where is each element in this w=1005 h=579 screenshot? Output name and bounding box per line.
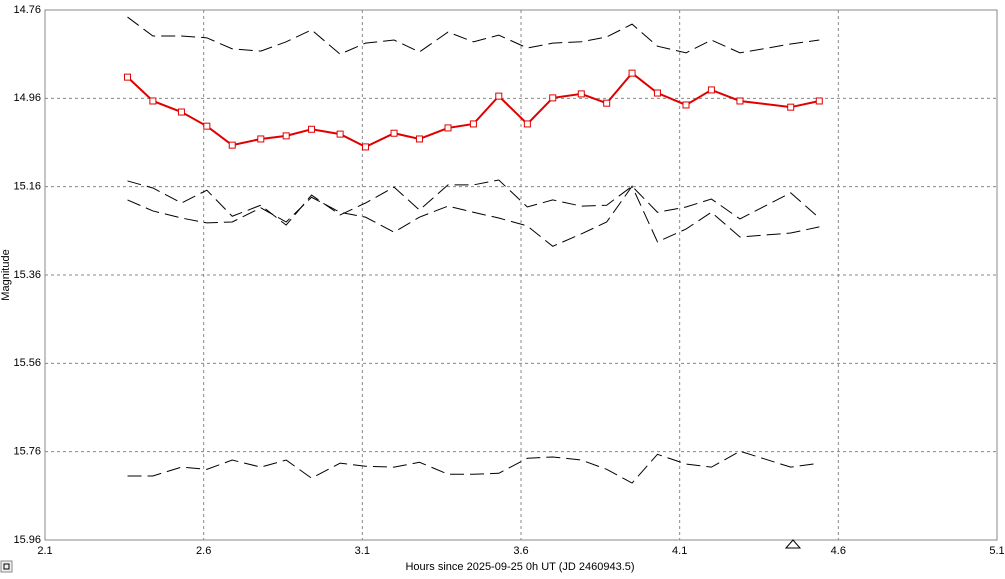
data-point xyxy=(257,135,265,143)
data-point xyxy=(177,108,185,116)
data-point xyxy=(149,97,157,105)
data-point xyxy=(653,89,661,97)
data-point xyxy=(228,141,236,149)
x-axis-label: Hours since 2025-09-25 0h UT (JD 2460943… xyxy=(405,561,634,573)
data-point xyxy=(815,97,823,105)
data-point xyxy=(495,92,503,100)
data-point xyxy=(362,143,370,151)
y-tick-label: 15.96 xyxy=(13,534,41,546)
data-point xyxy=(336,130,344,138)
data-point xyxy=(549,94,557,102)
data-point xyxy=(707,86,715,94)
y-tick-label: 15.56 xyxy=(13,357,41,369)
data-point xyxy=(523,120,531,128)
data-point xyxy=(124,73,132,81)
x-tick-label: 3.6 xyxy=(513,545,528,557)
series-line xyxy=(126,71,820,149)
data-point xyxy=(469,120,477,128)
x-tick-label: 4.6 xyxy=(831,545,846,557)
data-point xyxy=(628,69,636,77)
y-axis-label: Magnitude xyxy=(0,249,12,300)
data-point xyxy=(736,97,744,105)
data-point xyxy=(308,125,316,133)
y-tick-label: 15.36 xyxy=(13,269,41,281)
x-tick-label: 2.1 xyxy=(37,545,52,557)
y-tick-label: 14.76 xyxy=(13,4,41,16)
x-tick-label: 3.1 xyxy=(355,545,370,557)
data-point xyxy=(577,90,585,98)
data-point xyxy=(390,129,398,137)
data-point xyxy=(603,99,611,107)
data-point xyxy=(282,132,290,140)
marker-triangle xyxy=(784,539,802,549)
series-line xyxy=(127,185,820,247)
x-tick-label: 2.6 xyxy=(196,545,211,557)
series-line xyxy=(127,450,820,484)
x-tick-label: 5.1 xyxy=(989,545,1004,557)
corner-button[interactable] xyxy=(0,560,13,573)
y-tick-label: 14.96 xyxy=(13,92,41,104)
data-point xyxy=(203,122,211,130)
y-tick-label: 15.16 xyxy=(13,181,41,193)
series-line xyxy=(127,16,820,55)
data-point xyxy=(415,135,423,143)
x-tick-label: 4.1 xyxy=(672,545,687,557)
data-point xyxy=(444,124,452,132)
y-tick-label: 15.76 xyxy=(13,446,41,458)
series-line xyxy=(127,179,820,226)
data-point xyxy=(682,101,690,109)
corner-button-icon xyxy=(3,563,10,570)
data-point xyxy=(787,103,795,111)
